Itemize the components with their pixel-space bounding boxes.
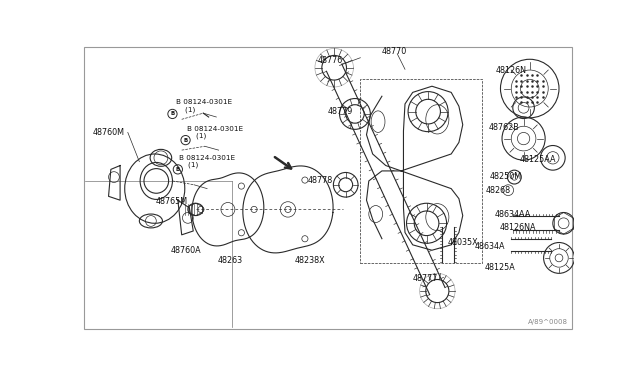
Text: B 08124-0301E
    (1): B 08124-0301E (1) bbox=[187, 126, 243, 139]
Text: 48250M: 48250M bbox=[490, 172, 522, 181]
Text: 48125AA: 48125AA bbox=[520, 155, 556, 164]
Text: B 08124-0301E
    (1): B 08124-0301E (1) bbox=[179, 155, 236, 169]
Text: 48126NA: 48126NA bbox=[500, 224, 536, 232]
Text: 48760A: 48760A bbox=[170, 246, 201, 255]
Text: 48126N: 48126N bbox=[496, 66, 527, 75]
Text: 48760M: 48760M bbox=[92, 128, 124, 137]
Text: A/89^0008: A/89^0008 bbox=[528, 319, 568, 325]
Text: B 08124-0301E
    (1): B 08124-0301E (1) bbox=[175, 99, 232, 113]
Text: 48777: 48777 bbox=[413, 274, 438, 283]
Text: B: B bbox=[176, 167, 180, 172]
Text: 48238X: 48238X bbox=[295, 256, 326, 265]
Text: 48762B: 48762B bbox=[488, 123, 519, 132]
Text: 48634AA: 48634AA bbox=[495, 209, 531, 218]
Text: 48263: 48263 bbox=[218, 256, 243, 265]
Text: 48765M: 48765M bbox=[156, 197, 188, 206]
Text: B: B bbox=[184, 138, 188, 142]
Text: 48125A: 48125A bbox=[485, 263, 516, 272]
Text: 48779: 48779 bbox=[328, 107, 353, 116]
Text: 48268: 48268 bbox=[486, 186, 511, 195]
Text: 48776: 48776 bbox=[317, 55, 342, 64]
Text: 48770: 48770 bbox=[382, 47, 407, 56]
Bar bbox=[360, 78, 482, 263]
Text: 48634A: 48634A bbox=[475, 242, 506, 251]
Text: 48778: 48778 bbox=[307, 176, 332, 185]
Text: B: B bbox=[170, 112, 175, 116]
Text: 48035X: 48035X bbox=[447, 238, 478, 247]
